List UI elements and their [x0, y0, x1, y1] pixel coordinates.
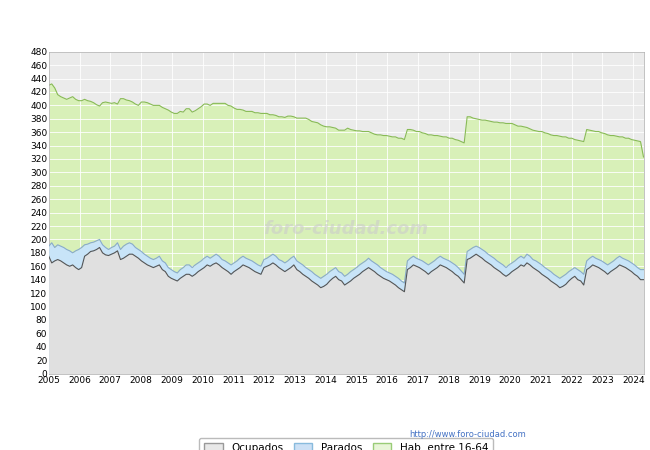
Text: San Emiliano - Evolucion de la poblacion en edad de Trabajar Mayo de 2024: San Emiliano - Evolucion de la poblacion… — [101, 17, 549, 30]
Legend: Ocupados, Parados, Hab. entre 16-64: Ocupados, Parados, Hab. entre 16-64 — [199, 438, 493, 450]
Text: foro-ciudad.com: foro-ciudad.com — [263, 220, 429, 238]
Text: http://www.foro-ciudad.com: http://www.foro-ciudad.com — [410, 430, 526, 439]
